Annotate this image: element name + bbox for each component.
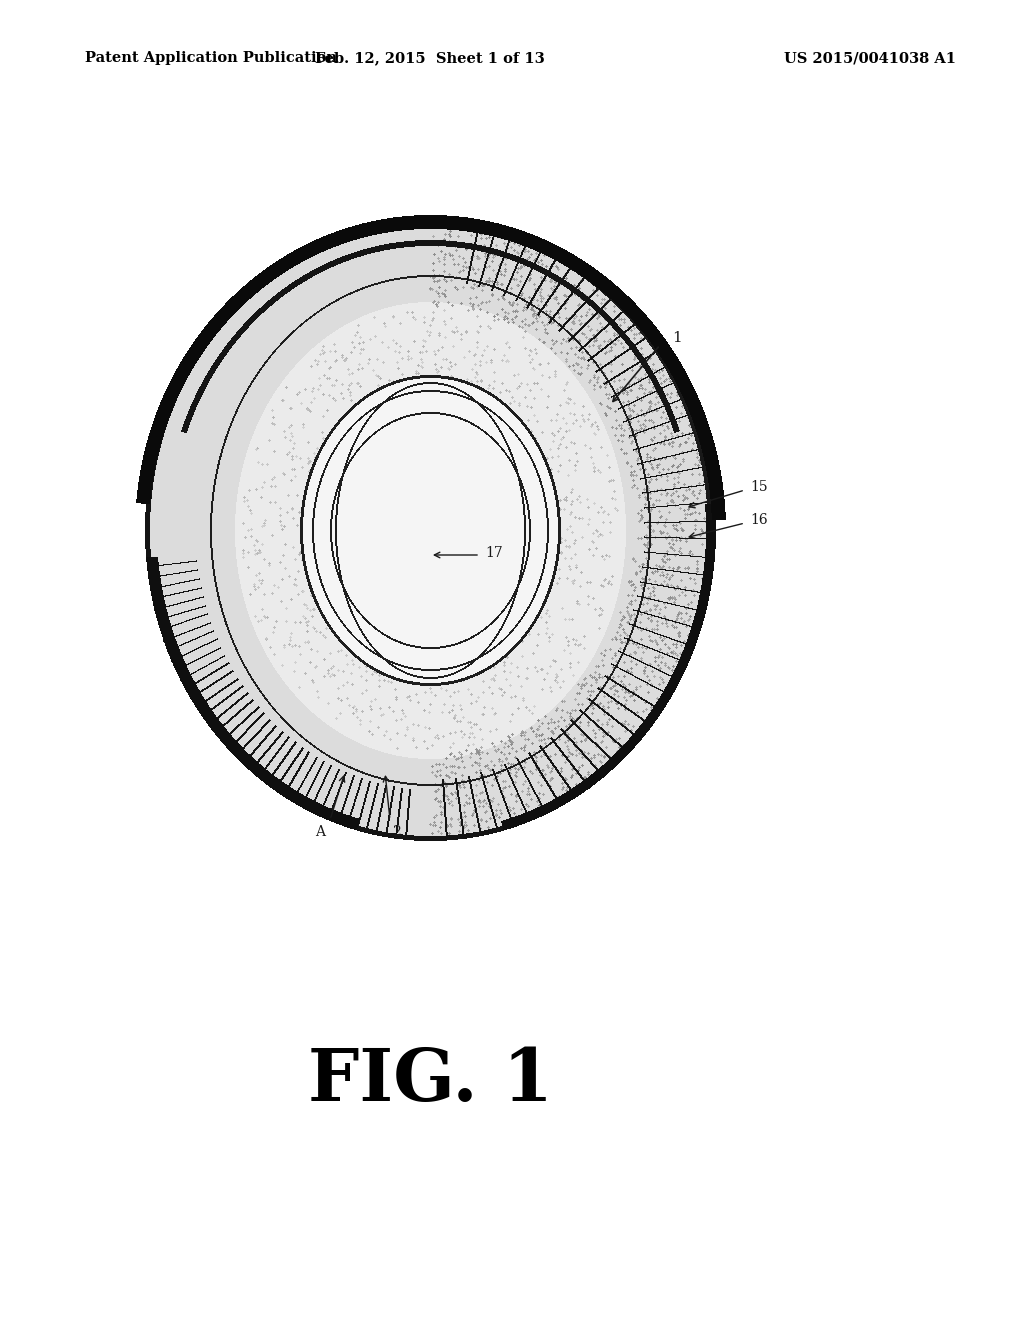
Text: Patent Application Publication: Patent Application Publication <box>85 51 337 65</box>
Text: A: A <box>315 825 325 840</box>
Text: Feb. 12, 2015  Sheet 1 of 13: Feb. 12, 2015 Sheet 1 of 13 <box>315 51 545 65</box>
Text: 16: 16 <box>750 513 768 527</box>
Text: 2: 2 <box>392 825 400 840</box>
Text: 15: 15 <box>750 480 768 494</box>
Text: US 2015/0041038 A1: US 2015/0041038 A1 <box>784 51 956 65</box>
Text: 1: 1 <box>672 331 682 345</box>
Text: 17: 17 <box>485 546 503 560</box>
Text: FIG. 1: FIG. 1 <box>307 1044 553 1115</box>
